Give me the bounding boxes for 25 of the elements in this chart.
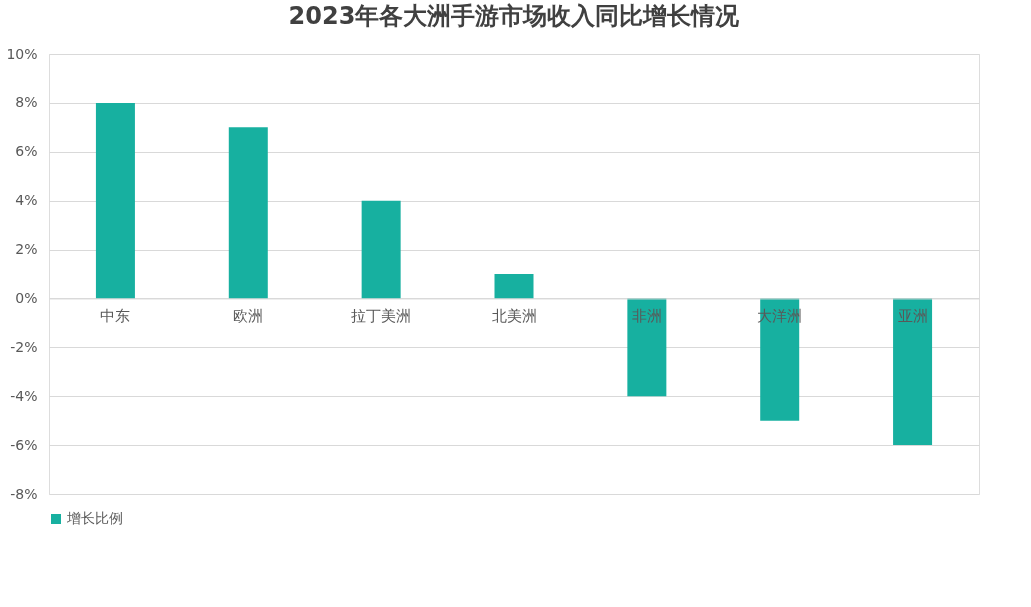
y-tick-label: 10% (6, 45, 38, 62)
bar (893, 298, 933, 446)
bar (627, 298, 667, 397)
bar (760, 298, 800, 421)
bar (361, 200, 401, 299)
x-tick-label: 亚洲 (897, 306, 928, 325)
y-tick-label: 2% (15, 241, 38, 258)
bar (228, 127, 268, 299)
x-tick-label: 北美洲 (491, 306, 537, 325)
y-tick-label: -2% (10, 338, 38, 355)
chart-title: 2023年各大洲手游市场收入同比增长情况 (288, 2, 741, 30)
y-tick-label: 4% (15, 192, 38, 209)
y-tick-label: -8% (10, 485, 38, 502)
y-tick-label: 6% (15, 143, 38, 160)
y-tick-label: 8% (15, 94, 38, 111)
bar (494, 274, 534, 299)
x-tick-label: 中东 (100, 306, 131, 325)
x-tick-label: 非洲 (631, 306, 662, 325)
x-tick-label: 欧洲 (233, 306, 264, 325)
bar (95, 102, 135, 299)
x-tick-label: 拉丁美洲 (351, 306, 412, 325)
legend-label: 增长比例 (66, 510, 123, 526)
y-tick-label: 0% (15, 289, 38, 306)
y-tick-label: -6% (10, 436, 38, 453)
y-tick-label: -4% (10, 387, 38, 404)
